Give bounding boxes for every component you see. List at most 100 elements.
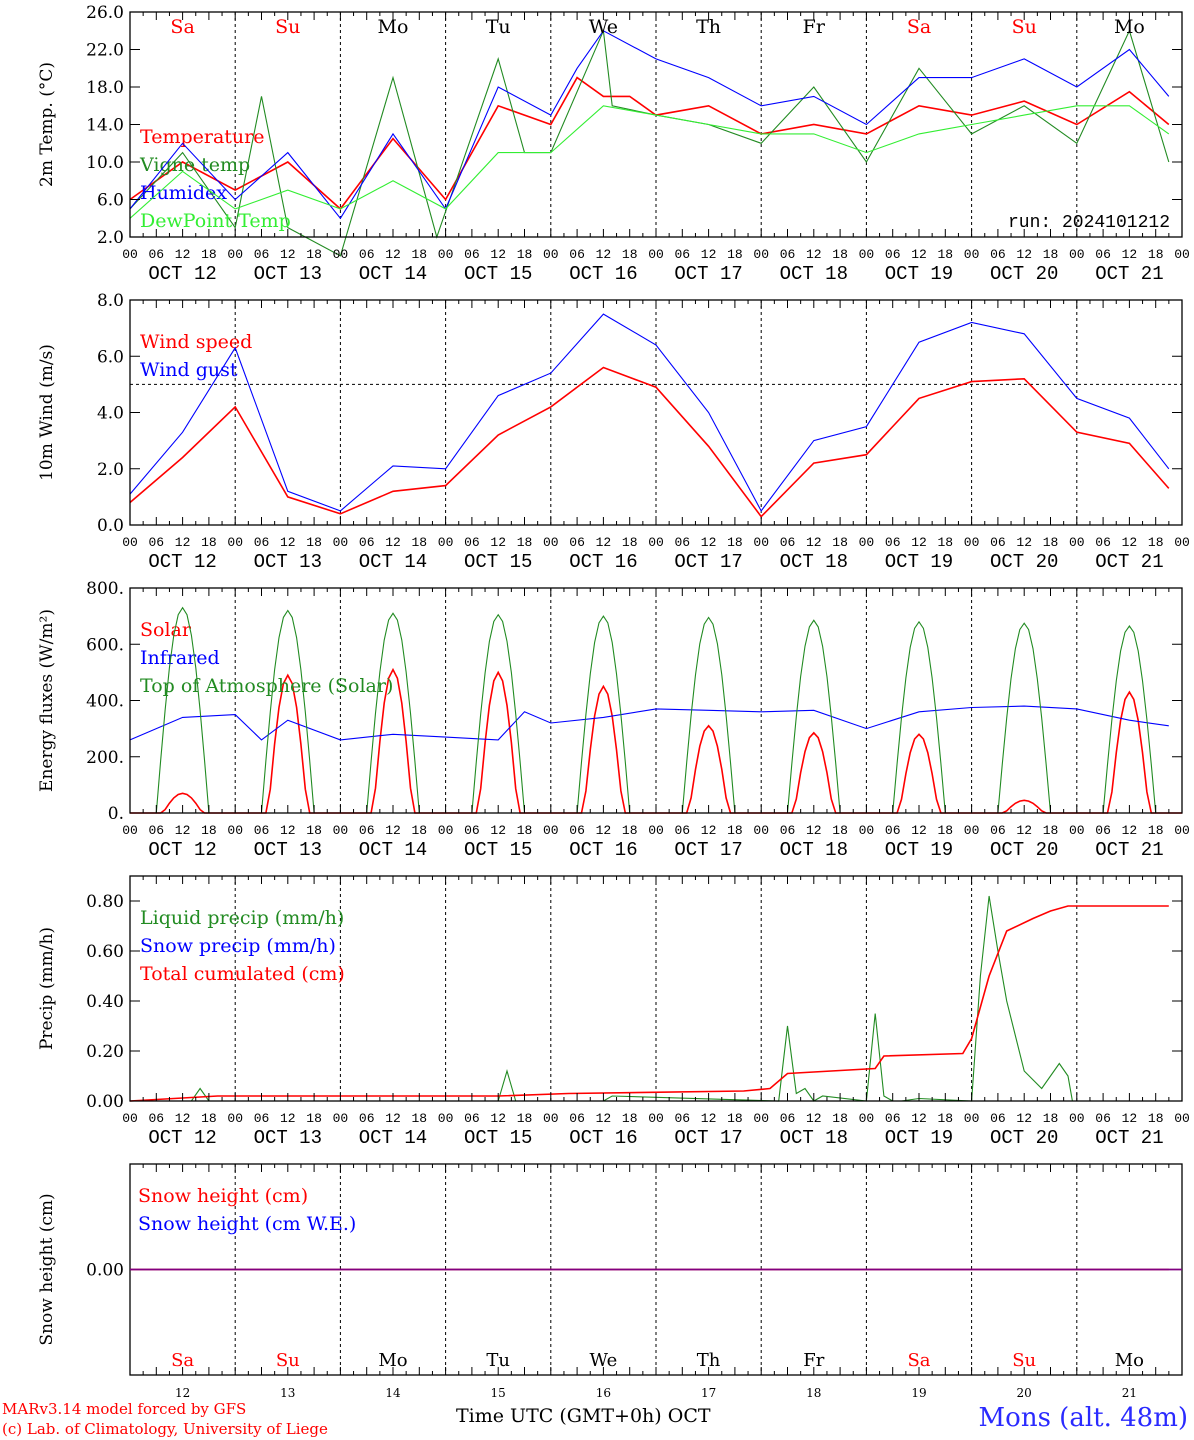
hour-tick-label: 12 (1016, 823, 1032, 838)
date-label: OCT 19 (885, 551, 953, 573)
hour-tick-label: 06 (359, 823, 375, 838)
series-line-infrared (129, 705, 1169, 741)
hour-tick-label: 18 (832, 823, 848, 838)
hour-tick-label: 18 (411, 823, 427, 838)
legend-entry: Wind speed (140, 331, 252, 353)
station-name: Mons (alt. 48m) (978, 1403, 1188, 1433)
hour-tick-label: 18 (411, 535, 427, 550)
hour-tick-label: 06 (464, 535, 480, 550)
hour-tick-label: 12 (385, 823, 401, 838)
date-label: OCT 20 (990, 263, 1058, 285)
y-tick-label: 0.80 (86, 892, 124, 912)
day-of-week-label: Th (696, 16, 721, 38)
hour-tick-label: 12 (175, 823, 191, 838)
date-label: OCT 21 (1095, 551, 1163, 573)
series-line-liquid-precip-mm-h- (130, 895, 1169, 1102)
hour-tick-label: 12 (280, 823, 296, 838)
hour-tick-label: 06 (359, 247, 375, 262)
panel-snow: Snow height (cm) Snow height (cm W.E.) 0.0… (37, 1163, 1183, 1400)
hour-tick-label: 18 (622, 247, 638, 262)
hour-tick-label: 06 (885, 1111, 901, 1126)
legend-entry: Humidex (140, 182, 227, 204)
day-of-week-label: Mo (378, 16, 409, 38)
day-number-label: 15 (491, 1386, 506, 1400)
hour-tick-label: 00 (122, 535, 138, 550)
hour-tick-label: 18 (727, 535, 743, 550)
hour-tick-label: 12 (1016, 535, 1032, 550)
day-of-week-label: Sa (907, 16, 931, 38)
hour-tick-label: 18 (201, 823, 217, 838)
hour-tick-label: 18 (1043, 823, 1059, 838)
y-tick-label: 600. (86, 635, 124, 655)
hour-tick-label: 12 (911, 1111, 927, 1126)
date-label: OCT 14 (359, 1127, 427, 1149)
day-of-week-label: Su (276, 1350, 300, 1371)
legend-entry: Total cumulated (cm) (140, 963, 345, 985)
hour-tick-label: 06 (780, 247, 796, 262)
hour-tick-label: 12 (280, 247, 296, 262)
date-label: OCT 17 (674, 551, 742, 573)
hour-tick-label: 00 (859, 247, 875, 262)
y-tick-label: 400. (86, 692, 124, 712)
hour-tick-label: 12 (701, 1111, 717, 1126)
hour-tick-label: 00 (964, 247, 980, 262)
hour-tick-label: 12 (596, 247, 612, 262)
hour-tick-label: 18 (411, 1111, 427, 1126)
y-tick-label: 0.00 (86, 1261, 124, 1281)
date-label: OCT 19 (885, 1127, 953, 1149)
hour-tick-label: 18 (517, 247, 533, 262)
hour-tick-label: 18 (727, 823, 743, 838)
date-label: OCT 18 (780, 263, 848, 285)
hour-tick-label: 00 (227, 247, 243, 262)
y-tick-label: 0. (108, 804, 124, 824)
hour-tick-label: 00 (964, 1111, 980, 1126)
hour-tick-label: 12 (1016, 247, 1032, 262)
day-of-week-label: Mo (378, 1350, 407, 1371)
day-number-label: 19 (911, 1386, 926, 1400)
date-label: OCT 21 (1095, 839, 1163, 861)
y-tick-label: 0.60 (86, 942, 124, 962)
hour-tick-label: 12 (385, 247, 401, 262)
y-tick-label: 4.0 (97, 404, 124, 424)
day-number-label: 17 (701, 1386, 716, 1400)
day-of-week-label: Fr (803, 16, 826, 38)
hour-tick-label: 06 (569, 535, 585, 550)
hour-tick-label: 00 (964, 823, 980, 838)
date-label: OCT 15 (464, 551, 532, 573)
hour-tick-label: 00 (753, 1111, 769, 1126)
hour-tick-label: 12 (911, 247, 927, 262)
plot-frame (129, 587, 1183, 814)
hour-tick-label: 00 (648, 535, 664, 550)
hour-tick-label: 18 (1043, 1111, 1059, 1126)
hour-tick-label: 06 (990, 823, 1006, 838)
y-tick-label: 0.20 (86, 1042, 124, 1062)
y-axis-label: Energy fluxes (W/m²) (37, 609, 57, 792)
panel-temp: Temperature Vigne temp Humidex DewPoint Tem… (37, 3, 1190, 285)
date-label: OCT 16 (569, 1127, 637, 1149)
legend-entry: Vigne temp (139, 154, 250, 176)
date-label: OCT 12 (148, 839, 216, 861)
hour-tick-label: 12 (806, 535, 822, 550)
hour-tick-label: 18 (622, 823, 638, 838)
y-tick-label: 0.0 (97, 516, 124, 536)
hour-tick-label: 06 (780, 823, 796, 838)
date-label: OCT 17 (674, 263, 742, 285)
hour-tick-label: 12 (175, 1111, 191, 1126)
hour-tick-label: 18 (201, 1111, 217, 1126)
day-number-label: 13 (280, 1386, 295, 1400)
hour-tick-label: 18 (306, 823, 322, 838)
hour-tick-label: 00 (227, 535, 243, 550)
day-of-week-label: We (589, 16, 618, 38)
hour-tick-label: 00 (227, 823, 243, 838)
hour-tick-label: 18 (1043, 247, 1059, 262)
hour-tick-label: 00 (543, 1111, 559, 1126)
day-of-week-label: Th (697, 1350, 721, 1371)
hour-tick-label: 00 (859, 823, 875, 838)
hour-tick-label: 06 (148, 823, 164, 838)
legend-entry: Snow height (cm W.E.) (138, 1213, 356, 1235)
day-of-week-label: Sa (170, 16, 194, 38)
legend-entry: Wind gust (140, 359, 238, 381)
hour-tick-label: 12 (701, 247, 717, 262)
panel-precip: Liquid precip (mm/h) Snow precip (mm/h) To… (37, 875, 1190, 1149)
date-label: OCT 14 (359, 263, 427, 285)
